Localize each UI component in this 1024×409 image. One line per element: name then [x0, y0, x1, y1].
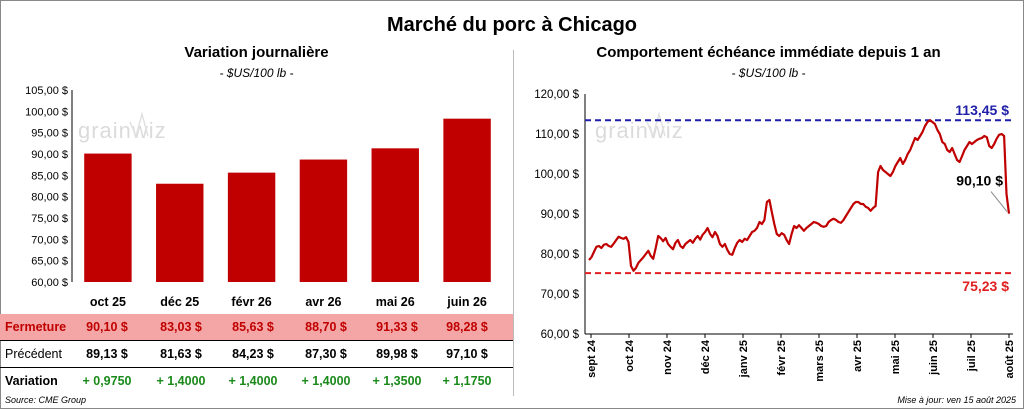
table-cell: 89,13 $ [86, 347, 128, 361]
watermark-logo: grainwiz [78, 111, 167, 143]
panel-divider [513, 50, 514, 396]
table-cell: + 1,3500 [372, 374, 422, 388]
table-cell: 83,03 $ [160, 320, 202, 334]
y-tick-label: 90,00 $ [541, 209, 580, 221]
row-label: Variation [5, 374, 58, 388]
y-tick-label: 75,00 $ [31, 213, 68, 225]
watermark-logo: grainwiz [595, 111, 684, 143]
table-cell: + 1,4000 [301, 374, 351, 388]
price-line [588, 119, 1011, 272]
table-divider [0, 340, 513, 341]
watermark-text: grainwiz [595, 118, 684, 143]
x-tick-label: mai 26 [376, 295, 415, 309]
watermark-mark [129, 111, 149, 139]
bar [227, 172, 276, 282]
last-value-leader [990, 191, 1008, 212]
main-title: Marché du porc à Chicago [386, 14, 638, 36]
table-cell: 90,10 $ [86, 320, 128, 334]
x-tick-label: oct 24 [624, 339, 636, 372]
y-tick-label: 80,00 $ [31, 192, 68, 204]
table-cell: 81,63 $ [160, 347, 202, 361]
table-cell: 84,23 $ [232, 347, 274, 361]
y-tick-label: 70,00 $ [31, 234, 68, 246]
table-cell: 91,33 $ [376, 320, 418, 334]
y-tick-label: 105,00 $ [25, 85, 68, 97]
x-tick-label: nov 24 [662, 339, 674, 375]
bar [371, 148, 419, 282]
x-tick-label: juin 25 [928, 340, 940, 376]
table-cell: 85,63 $ [232, 320, 274, 334]
bar-chart: 60,00 $ 65,00 $ 70,00 $ 75,00 $ 80,00 $ 85,00… [25, 85, 491, 309]
y-tick-label: 70,00 $ [541, 289, 580, 301]
x-tick-label: janv 25 [738, 340, 750, 378]
y-tick-label: 65,00 $ [31, 256, 68, 268]
x-tick-label: déc 25 [160, 295, 199, 309]
table-cell: + 1,1750 [442, 374, 492, 388]
line-chart: 60,00 $ 70,00 $ 80,00 $ 90,00 $ 100,00 $ 110,… [534, 89, 1016, 382]
table-row-precedent: Précédent 89,13 $ 81,63 $ 84,23 $ 87,30 … [0, 341, 513, 367]
x-tick-label: déc 24 [700, 339, 712, 374]
high-label: 113,45 $ [955, 102, 1009, 118]
y-tick-label: 90,00 $ [31, 149, 68, 161]
table-cell: 98,28 $ [446, 320, 488, 334]
last-value-label: 90,10 $ [956, 173, 1003, 189]
y-tick-label: 100,00 $ [534, 169, 579, 181]
y-tick-label: 85,00 $ [31, 170, 68, 182]
table-cell: 89,98 $ [376, 347, 418, 361]
y-tick-label: 100,00 $ [25, 106, 68, 118]
x-tick-label: juil 25 [966, 340, 978, 372]
left-panel-title: Variation journalière [184, 44, 329, 61]
row-label: Fermeture [5, 320, 67, 334]
x-tick-label: avr 26 [305, 295, 341, 309]
left-panel-subtitle: - $US/100 lb - [219, 66, 294, 80]
source-note: Source: CME Group [5, 395, 87, 405]
x-tick-label: févr 26 [231, 295, 271, 309]
x-tick-label: oct 25 [90, 295, 126, 309]
right-panel-subtitle: - $US/100 lb - [731, 66, 806, 80]
bar [299, 159, 348, 282]
row-label: Précédent [5, 347, 62, 361]
table-divider [0, 367, 513, 368]
x-tick-label: févr 25 [776, 340, 788, 375]
x-tick-label: avr 25 [852, 340, 864, 372]
table-cell: + 1,4000 [156, 374, 206, 388]
x-tick-label: mars 25 [814, 340, 826, 382]
bar [156, 183, 204, 282]
x-tick-label: sept 24 [586, 339, 598, 378]
update-note: Mise à jour: ven 15 août 2025 [897, 395, 1016, 405]
table-cell: 88,70 $ [305, 320, 347, 334]
y-tick-label: 60,00 $ [541, 329, 580, 341]
y-tick-label: 60,00 $ [31, 277, 68, 289]
table-cell: 97,10 $ [446, 347, 488, 361]
table-row-variation: Variation + 0,9750 + 1,4000 + 1,4000 + 1… [0, 368, 513, 394]
watermark-mark [646, 111, 666, 139]
bar [443, 118, 491, 282]
table-row-fermeture: Fermeture 90,10 $ 83,03 $ 85,63 $ 88,70 … [0, 314, 513, 340]
table-cell: + 1,4000 [228, 374, 278, 388]
table-cell: 87,30 $ [305, 347, 347, 361]
x-tick-label: août 25 [1004, 340, 1016, 379]
watermark-text: grainwiz [78, 118, 167, 143]
x-tick-label: mai 25 [890, 340, 902, 374]
x-tick-label: juin 26 [446, 295, 487, 309]
y-tick-label: 120,00 $ [534, 89, 579, 101]
y-tick-label: 80,00 $ [541, 249, 580, 261]
bar [84, 153, 132, 282]
right-panel-title: Comportement échéance immédiate depuis 1… [596, 44, 941, 61]
y-tick-label: 95,00 $ [31, 128, 68, 140]
y-tick-label: 110,00 $ [535, 129, 580, 141]
table-cell: + 0,9750 [82, 374, 132, 388]
low-label: 75,23 $ [962, 278, 1009, 294]
